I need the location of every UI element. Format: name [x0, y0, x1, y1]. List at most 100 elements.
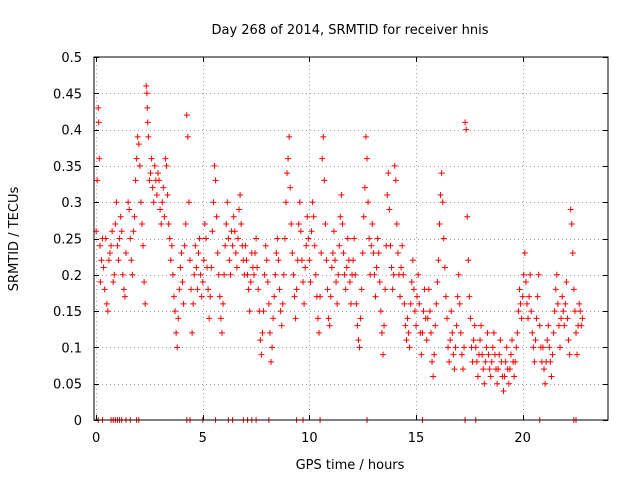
- data-point: [322, 220, 329, 227]
- data-point: [361, 184, 368, 191]
- data-point: [354, 322, 361, 329]
- data-point: [137, 199, 144, 206]
- data-point: [394, 250, 401, 257]
- data-point: [250, 271, 257, 278]
- data-point: [110, 279, 117, 286]
- data-point: [178, 250, 185, 257]
- axis-ticks: [94, 57, 608, 421]
- data-point: [176, 286, 183, 293]
- data-point: [237, 191, 244, 198]
- data-point: [298, 257, 305, 264]
- data-point: [96, 155, 103, 162]
- data-point: [261, 271, 268, 278]
- data-point: [497, 337, 504, 344]
- data-point: [513, 344, 520, 351]
- data-point: [350, 257, 357, 264]
- data-point: [305, 235, 312, 242]
- data-point: [207, 293, 214, 300]
- data-point: [549, 351, 556, 358]
- data-point: [501, 373, 508, 380]
- data-point: [337, 213, 344, 220]
- data-point: [474, 373, 481, 380]
- data-point: [129, 271, 136, 278]
- data-point: [568, 220, 575, 227]
- data-point: [455, 271, 462, 278]
- data-point: [113, 199, 120, 206]
- data-point: [213, 213, 220, 220]
- data-point: [226, 257, 233, 264]
- y-tick-label: 0.15: [53, 305, 82, 320]
- data-point: [541, 366, 548, 373]
- data-point: [259, 329, 266, 336]
- data-point: [390, 271, 397, 278]
- data-point: [496, 351, 503, 358]
- data-point: [318, 250, 325, 257]
- data-point: [458, 351, 465, 358]
- data-point: [567, 206, 574, 213]
- data-point: [216, 293, 223, 300]
- data-point: [363, 155, 370, 162]
- data-point: [379, 351, 386, 358]
- data-point: [150, 199, 157, 206]
- data-point: [286, 133, 293, 140]
- data-point: [443, 315, 450, 322]
- data-point: [225, 235, 232, 242]
- data-point: [399, 242, 406, 249]
- data-point: [194, 286, 201, 293]
- data-point: [480, 366, 487, 373]
- data-point: [449, 329, 456, 336]
- data-point: [340, 250, 347, 257]
- data-point: [205, 286, 212, 293]
- data-point: [161, 213, 168, 220]
- data-point: [215, 271, 222, 278]
- data-point: [523, 300, 530, 307]
- data-point: [430, 373, 437, 380]
- data-point: [368, 242, 375, 249]
- data-point: [438, 170, 445, 177]
- data-point: [434, 279, 441, 286]
- data-point: [446, 358, 453, 365]
- data-point: [570, 286, 577, 293]
- data-point: [306, 257, 313, 264]
- data-point: [195, 250, 202, 257]
- data-point: [329, 250, 336, 257]
- data-point: [573, 329, 580, 336]
- data-point: [533, 315, 540, 322]
- data-point: [436, 220, 443, 227]
- data-point: [490, 329, 497, 336]
- data-point: [183, 112, 190, 119]
- data-point: [425, 286, 432, 293]
- data-point: [451, 366, 458, 373]
- data-point: [272, 271, 279, 278]
- data-point: [200, 257, 207, 264]
- data-point: [291, 293, 298, 300]
- data-point: [181, 242, 188, 249]
- data-point: [387, 242, 394, 249]
- data-point: [338, 191, 345, 198]
- data-point: [512, 358, 519, 365]
- data-point: [167, 257, 174, 264]
- data-point: [393, 220, 400, 227]
- data-point: [522, 279, 529, 286]
- data-point: [135, 141, 142, 148]
- data-point: [419, 329, 426, 336]
- data-point: [172, 308, 179, 315]
- data-point: [327, 293, 334, 300]
- y-tick-label: 0.4: [61, 124, 82, 139]
- data-point: [179, 279, 186, 286]
- data-point: [336, 242, 343, 249]
- data-point: [130, 228, 137, 235]
- data-point: [198, 293, 205, 300]
- x-tick-label: 10: [301, 431, 318, 446]
- data-point: [459, 366, 466, 373]
- data-point: [448, 308, 455, 315]
- data-point: [273, 250, 280, 257]
- data-point: [144, 119, 151, 126]
- data-point: [165, 220, 172, 227]
- y-tick-label: 0.1: [61, 341, 82, 356]
- data-point: [516, 286, 523, 293]
- data-point: [324, 286, 331, 293]
- data-point: [435, 257, 442, 264]
- data-point: [545, 322, 552, 329]
- data-point: [461, 344, 468, 351]
